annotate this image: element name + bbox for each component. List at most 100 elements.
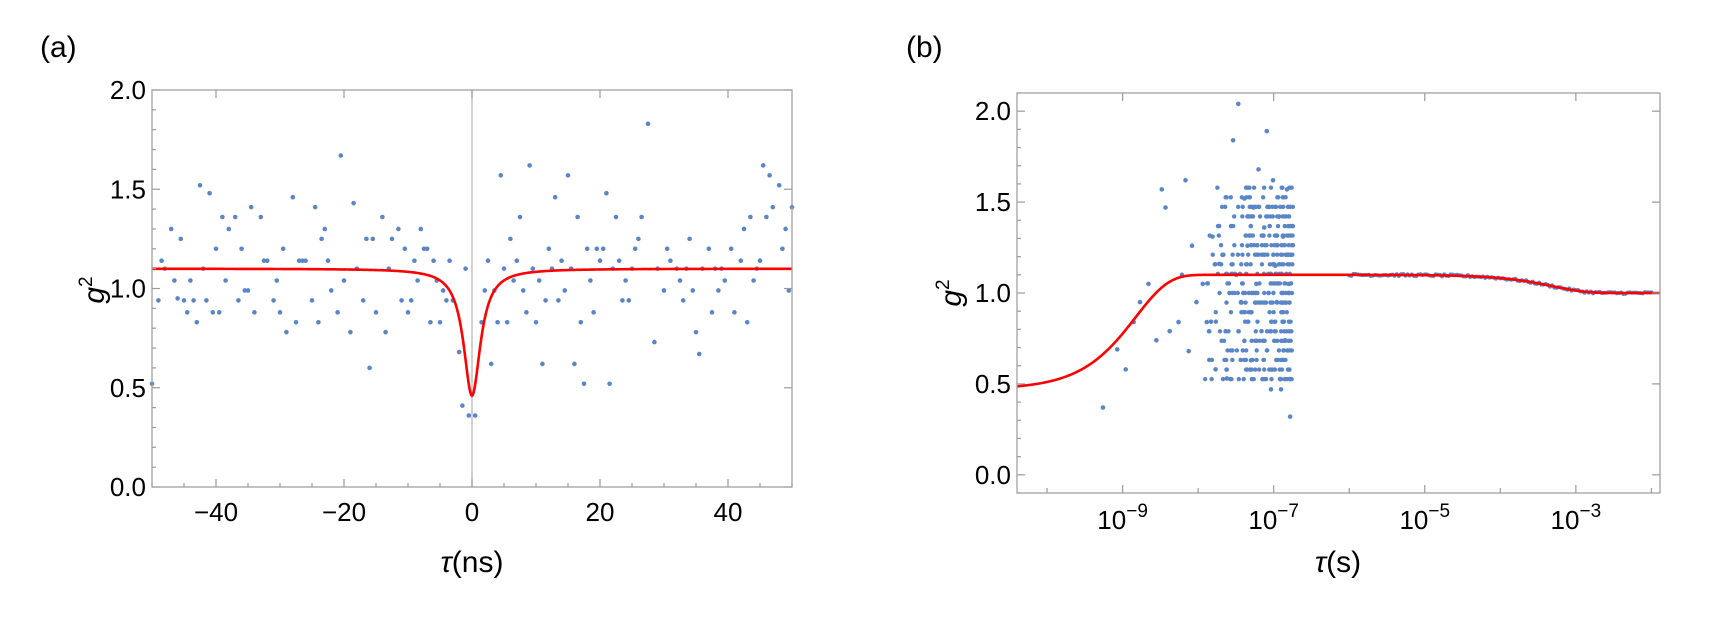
panel-a-y-tick-label: 2.0 bbox=[110, 75, 146, 105]
panel-a-data-point bbox=[399, 298, 404, 303]
panel-b-data-point bbox=[1220, 252, 1225, 258]
panel-b-data-point bbox=[1270, 214, 1275, 219]
panel-b-data-point bbox=[1268, 185, 1274, 190]
panel-a-y-tick-label: 0.0 bbox=[110, 472, 146, 502]
panel-b-data-point bbox=[1254, 348, 1259, 353]
panel-b-data-point bbox=[1226, 281, 1232, 286]
panel-b-data-point bbox=[1210, 252, 1215, 257]
panel-b-data-point bbox=[1163, 205, 1168, 210]
panel-b-data-point bbox=[1282, 329, 1287, 334]
panel-a-y-ticks: 0.0 0.5 1.0 1.5 2.0 bbox=[110, 75, 792, 502]
panel-b-data-point bbox=[1280, 309, 1286, 315]
panel-b-data-point bbox=[1264, 329, 1270, 334]
panel-b-data-point bbox=[1282, 223, 1287, 229]
panel-a-data-point bbox=[556, 298, 561, 303]
panel-b-data-point bbox=[1235, 252, 1241, 257]
panel-b-data-point bbox=[1239, 242, 1245, 248]
panel-b-data-point bbox=[1183, 177, 1188, 183]
panel-b-y-axis-base: g bbox=[935, 290, 968, 307]
panel-a-data-point bbox=[738, 258, 744, 264]
panel-a-data-point bbox=[460, 403, 465, 408]
panel-b-x-tick-label: 10−9 bbox=[1097, 501, 1148, 535]
panel-b-data-point bbox=[1276, 348, 1282, 353]
panel-a-data-point bbox=[716, 288, 721, 293]
panel-b-data-point bbox=[1238, 357, 1243, 363]
panel-b-data-point bbox=[1252, 338, 1258, 344]
panel-b-data-point bbox=[1281, 195, 1286, 200]
panel-a-data-point bbox=[636, 236, 641, 242]
panel-b-data-point bbox=[1231, 214, 1237, 219]
panel-a-data-point bbox=[181, 298, 187, 303]
panel-a-data-point bbox=[751, 278, 756, 283]
panel-b-data-point bbox=[1236, 329, 1241, 334]
panel-a-data-point bbox=[428, 319, 433, 325]
panel-b-data-point bbox=[1289, 185, 1294, 190]
panel-b-data-point bbox=[1273, 204, 1279, 210]
panel-a-data-point bbox=[693, 329, 699, 335]
panel-a-data-point bbox=[613, 214, 619, 220]
panel-b-data-point bbox=[1253, 367, 1258, 372]
panel-b-data-point bbox=[1256, 252, 1261, 257]
panel-a-data-point bbox=[437, 319, 443, 325]
panel-a-data-point bbox=[444, 298, 449, 303]
panel-a-data-point bbox=[620, 298, 625, 303]
panel-b-data-point bbox=[1245, 252, 1251, 257]
panel-b-data-point bbox=[1245, 214, 1250, 219]
panel-b-data-point bbox=[1219, 338, 1224, 344]
panel-a-data-point bbox=[312, 204, 318, 210]
panel-b-data-point bbox=[1259, 242, 1265, 248]
panel-b-data-point bbox=[1240, 252, 1245, 257]
panel-b-data-point bbox=[1271, 309, 1276, 315]
panel-b-data-point bbox=[1242, 338, 1247, 344]
panel-b-data-point bbox=[1266, 290, 1272, 296]
panel-a-data-point bbox=[396, 226, 401, 232]
panel-a-data-point bbox=[364, 236, 369, 242]
panel-b-data-point bbox=[1278, 338, 1284, 344]
panel-a-data-point bbox=[696, 351, 702, 357]
panel-a-data-point bbox=[412, 258, 417, 264]
panel-b-data-point bbox=[1244, 262, 1250, 267]
panel-a-data-point bbox=[540, 361, 545, 367]
panel-a-data-point bbox=[520, 288, 526, 293]
panel-b-data-point bbox=[1276, 214, 1282, 219]
panel-b-frame bbox=[1016, 92, 1661, 494]
panel-a-x-tick-label: −20 bbox=[322, 497, 366, 527]
panel-b-x-axis-symbol: τ bbox=[1315, 546, 1328, 579]
panel-a-data-point bbox=[408, 298, 414, 303]
panel-a-data-point bbox=[274, 278, 280, 283]
panel-a-data-point bbox=[421, 246, 427, 252]
panel-a-data-point bbox=[245, 288, 251, 293]
panel-b-data-point bbox=[1240, 214, 1245, 219]
panel-a-x-tick-label: 20 bbox=[586, 497, 615, 527]
panel-a-data-point bbox=[709, 310, 715, 315]
panel-b-data-point bbox=[1230, 357, 1235, 363]
panel-b-data-point bbox=[1250, 233, 1256, 238]
panel-a-data-point bbox=[172, 278, 177, 283]
panel-a-data-point bbox=[616, 258, 622, 264]
panel-a-data-point bbox=[687, 236, 692, 242]
panel-a-data-point bbox=[482, 288, 488, 293]
panel-a-data-point bbox=[760, 163, 766, 168]
panel-a-data-point bbox=[661, 288, 667, 293]
panel-b-data-point bbox=[1210, 234, 1215, 239]
panel-b-data-point bbox=[1270, 367, 1275, 372]
panel-b-data-point bbox=[1228, 195, 1234, 200]
panel-a-data-point bbox=[232, 214, 238, 220]
panel-a-data-point bbox=[728, 246, 734, 252]
panel-b-y-tick-label: 0.0 bbox=[975, 460, 1011, 490]
panel-b-data-point bbox=[1274, 233, 1279, 238]
panel-b-data-point bbox=[1205, 281, 1211, 286]
panel-a-data-point bbox=[680, 298, 686, 303]
panel-b-data-point bbox=[1217, 290, 1222, 296]
panel-b-data-point bbox=[1281, 204, 1286, 210]
panel-b-data-point bbox=[1241, 309, 1246, 315]
panel-b-data-point bbox=[1276, 195, 1281, 200]
panel-b-data-point bbox=[1252, 300, 1258, 305]
panel-a-data-point bbox=[664, 246, 670, 252]
panel-b-data-point bbox=[1265, 252, 1270, 257]
panel-b-data-point bbox=[1248, 262, 1253, 267]
panel-a-data-point bbox=[226, 226, 232, 232]
panel-b-data-point bbox=[1137, 299, 1143, 305]
panel-b-data-point bbox=[1265, 214, 1270, 219]
